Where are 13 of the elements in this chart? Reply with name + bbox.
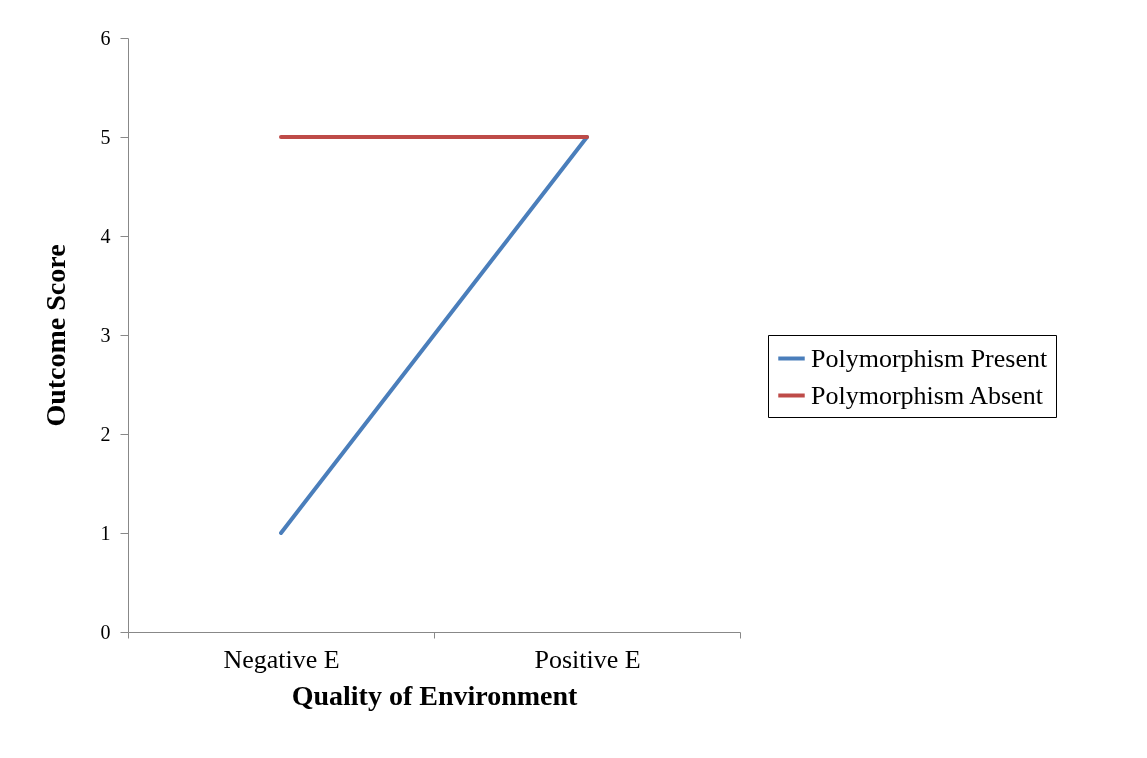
y-axis-title: Outcome Score <box>39 244 71 427</box>
y-tick-label: 4 <box>100 224 111 247</box>
legend-label: Polymorphism Absent <box>811 380 1044 410</box>
y-tick-label: 1 <box>100 521 111 544</box>
x-axis-title: Quality of Environment <box>291 679 579 711</box>
y-tick-label: 0 <box>100 620 111 643</box>
x-tick-label: Negative E <box>223 644 340 674</box>
x-tick-label: Positive E <box>534 644 641 674</box>
y-tick-label: 5 <box>100 125 111 148</box>
y-tick-label: 3 <box>100 323 111 346</box>
y-tick-label: 2 <box>100 422 111 445</box>
legend-label: Polymorphism Present <box>811 343 1048 373</box>
y-tick-label: 6 <box>100 26 111 49</box>
